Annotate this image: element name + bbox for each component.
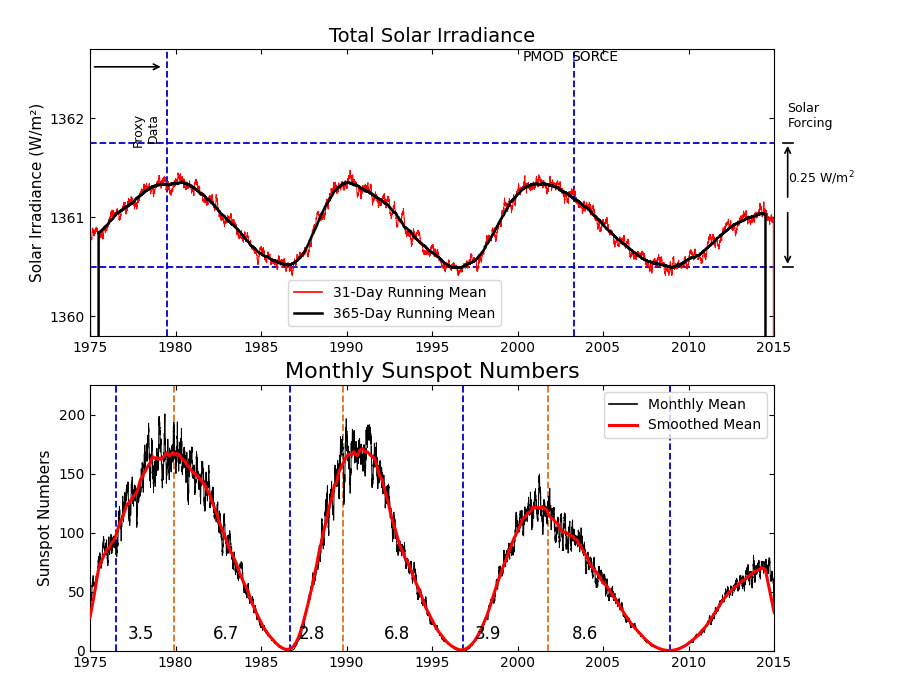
Text: Solar
Forcing: Solar Forcing <box>788 102 833 130</box>
Text: Proxy
Data: Proxy Data <box>132 113 160 148</box>
Legend: Monthly Mean, Smoothed Mean: Monthly Mean, Smoothed Mean <box>604 392 767 438</box>
Text: 2.8: 2.8 <box>299 624 325 643</box>
Legend: 31-Day Running Mean, 365-Day Running Mean: 31-Day Running Mean, 365-Day Running Mea… <box>289 280 500 326</box>
Text: 8.6: 8.6 <box>572 624 598 643</box>
Text: SORCE: SORCE <box>571 50 618 64</box>
Y-axis label: Sunspot Numbers: Sunspot Numbers <box>38 450 53 587</box>
Text: 6.8: 6.8 <box>384 624 410 643</box>
Y-axis label: Solar Irradiance (W/m²): Solar Irradiance (W/m²) <box>29 103 44 282</box>
Text: PMOD: PMOD <box>522 50 564 64</box>
Title: Total Solar Irradiance: Total Solar Irradiance <box>328 27 536 46</box>
Text: 3.9: 3.9 <box>475 624 501 643</box>
Text: 6.7: 6.7 <box>213 624 239 643</box>
Title: Monthly Sunspot Numbers: Monthly Sunspot Numbers <box>284 362 580 382</box>
Text: 3.5: 3.5 <box>128 624 154 643</box>
Text: 0.25 W/m$^2$: 0.25 W/m$^2$ <box>788 169 854 188</box>
